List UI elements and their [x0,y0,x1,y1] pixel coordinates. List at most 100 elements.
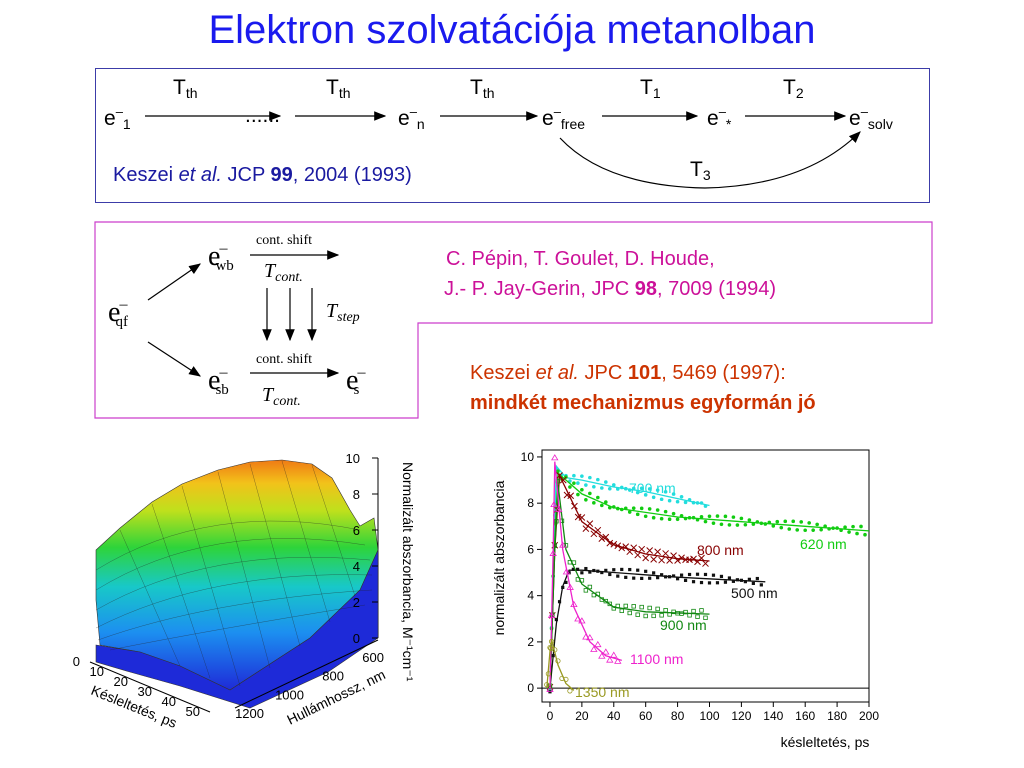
data-point [651,495,656,500]
data-point [639,486,644,491]
data-point [647,487,652,491]
data-point [631,486,636,491]
data-point [671,492,676,496]
data-point [567,492,575,500]
surface-chart: 0 2 4 6 8 10 0 10 20 30 40 50 600 800 1000 1200 Norma… [73,451,416,731]
y-tick-label: 1000 [275,687,304,702]
species-eqf: e–qf [108,296,128,330]
data-point [683,609,688,615]
data-point [671,511,676,516]
y-tick-label: 800 [322,669,344,684]
data-point [603,598,609,604]
data-point [639,604,644,610]
data-point [636,568,640,572]
y-tick-label: 1200 [235,706,264,721]
y-tick-label: 6 [527,542,534,556]
data-point [582,525,590,532]
data-point [703,504,708,508]
data-point [831,526,835,530]
x-tick-label: 10 [90,664,104,679]
data-point [763,522,768,526]
data-point [743,522,748,527]
data-point [568,485,572,489]
transition-label: T1 [640,76,661,101]
data-point [590,645,598,652]
data-point [619,608,624,614]
data-point [604,480,608,484]
data-point [839,528,843,532]
data-point [703,572,708,577]
data-point [675,577,680,581]
data-point [576,492,580,497]
data-point [690,555,697,563]
data-point [588,475,592,480]
data-point [576,567,580,571]
data-point [584,566,588,571]
data-point [632,576,636,580]
arrow-qf-wb [147,263,201,301]
data-point [551,654,555,658]
data-point [596,569,600,573]
data-point [572,481,576,485]
z-tick-label: 4 [353,559,360,574]
data-point [743,580,747,584]
surface-front [95,549,379,709]
data-point [667,498,672,503]
data-point [571,560,577,565]
data-point [651,613,656,619]
data-point [614,657,622,664]
data-point [707,581,712,585]
data-point [783,519,788,524]
reference-pepin-line1: C. Pépin, T. Goulet, D. Houde, [446,248,715,270]
data-point [631,506,636,510]
data-point [600,570,604,575]
data-point [751,581,755,586]
y-tick-label: 2 [527,635,534,649]
cont-shift-label-bottom: cont. shift [256,352,312,367]
data-point [623,603,628,609]
z-tick-label: 10 [346,451,360,466]
data-point [647,605,652,611]
species-efree: e–free [542,104,586,132]
data-point [663,509,668,514]
data-point [659,497,664,502]
data-point [683,516,688,521]
data-point [699,501,704,505]
x-tick-label: 140 [763,709,783,723]
data-point [622,543,630,550]
data-point [596,495,600,500]
data-point [571,502,578,510]
data-point [648,576,652,580]
data-point [567,688,573,694]
data-point [686,556,693,564]
data-point [634,551,642,559]
data-point [615,487,620,491]
data-point [863,532,867,537]
data-point [751,522,756,526]
data-point [618,544,626,552]
data-point [619,485,624,490]
y-tick-label: 8 [527,496,534,510]
data-point [630,544,638,552]
data-point [557,600,562,604]
series-label-900: 900 nm [660,617,707,633]
x-tick-label: 0 [547,709,554,723]
data-point [719,574,724,579]
y-tick-label: 600 [362,650,384,665]
data-point [683,500,688,505]
data-point [644,569,648,573]
data-point [667,612,672,617]
data-point [695,614,700,619]
y-tick-label: 10 [521,450,535,464]
reference-keszei-1993: Keszei et al. JCP 99, 2004 (1993) [113,164,412,186]
data-point [555,505,563,512]
data-point [619,507,624,512]
data-point [561,585,565,590]
data-point [611,505,616,509]
data-point [640,576,644,581]
x-tick-label: 80 [671,709,685,723]
x-tick-label: 60 [639,709,653,723]
data-point [547,611,556,618]
data-point [643,613,648,619]
plot-frame [541,449,870,703]
